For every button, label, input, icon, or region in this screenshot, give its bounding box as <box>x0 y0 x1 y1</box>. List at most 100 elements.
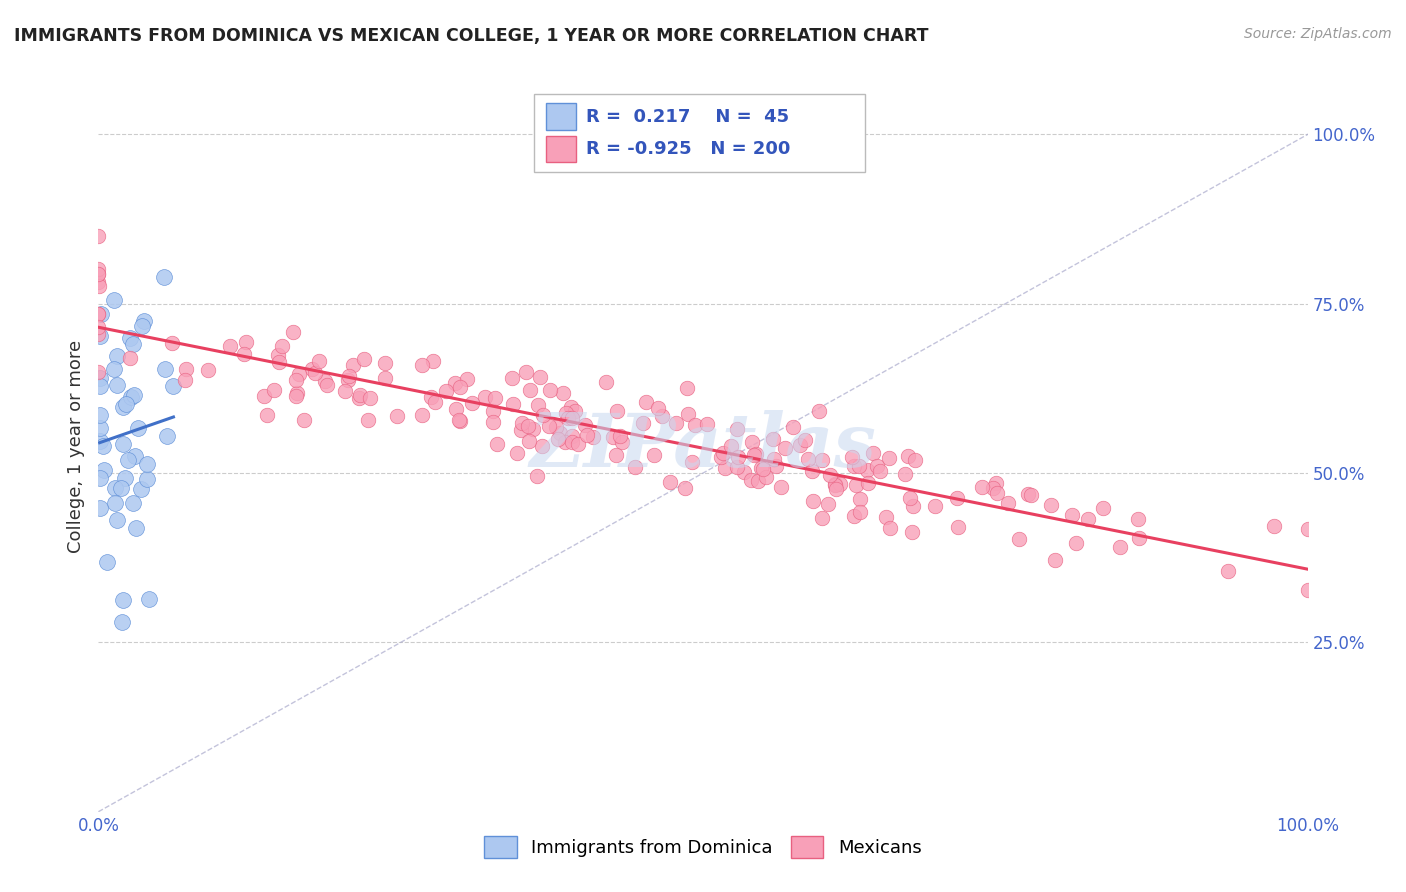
Point <box>337 369 360 384</box>
Point <box>162 336 184 351</box>
Point <box>93 463 115 477</box>
Point <box>122 496 145 510</box>
Point <box>269 355 291 369</box>
Point <box>789 438 811 452</box>
Point <box>411 358 433 372</box>
Point <box>547 432 569 446</box>
Point <box>117 453 139 467</box>
Point <box>129 482 152 496</box>
Point <box>946 520 969 534</box>
Legend: Immigrants from Dominica, Mexicans: Immigrants from Dominica, Mexicans <box>477 829 929 865</box>
Point <box>755 470 778 484</box>
Y-axis label: College, 1 year or more: College, 1 year or more <box>66 340 84 552</box>
Point <box>647 401 669 416</box>
Point <box>449 414 471 428</box>
Point <box>124 449 146 463</box>
Point <box>105 378 128 392</box>
Point <box>353 352 375 367</box>
Point <box>104 496 127 510</box>
Point <box>263 383 285 397</box>
Point <box>554 434 576 449</box>
Point <box>904 453 927 467</box>
Point <box>972 479 994 493</box>
Point <box>122 388 145 402</box>
Point <box>900 525 922 540</box>
Point <box>444 401 467 416</box>
Point <box>510 423 533 437</box>
Point <box>91 439 114 453</box>
Point <box>1062 508 1084 522</box>
Point <box>856 475 879 490</box>
Point <box>612 434 634 449</box>
Point <box>136 472 159 486</box>
Point <box>576 428 599 442</box>
Point <box>271 339 294 353</box>
Point <box>676 407 699 421</box>
Point <box>710 450 733 464</box>
Point <box>564 403 586 417</box>
Point <box>316 378 339 392</box>
Point <box>713 446 735 460</box>
Point <box>530 439 553 453</box>
Point <box>544 420 567 434</box>
Point <box>103 293 125 307</box>
Point <box>844 458 866 473</box>
Point <box>422 354 444 368</box>
Point <box>131 318 153 333</box>
Point <box>135 457 157 471</box>
Point <box>281 325 304 339</box>
Point <box>681 455 703 469</box>
Point <box>606 404 628 418</box>
Point <box>105 513 128 527</box>
Point <box>411 408 433 422</box>
Point <box>665 416 688 430</box>
Point <box>120 331 142 345</box>
Point <box>747 474 769 488</box>
Point <box>87 275 110 289</box>
Text: ZIPatlas: ZIPatlas <box>530 409 876 483</box>
Point <box>89 421 111 435</box>
Point <box>1109 540 1132 554</box>
Point <box>285 385 308 400</box>
Point <box>849 492 872 507</box>
Point <box>301 361 323 376</box>
Point <box>517 419 540 434</box>
Point <box>984 476 1007 491</box>
Point <box>793 434 815 448</box>
Point <box>519 383 541 397</box>
Point <box>120 390 142 404</box>
Point <box>773 441 796 455</box>
Point <box>357 413 380 427</box>
Point <box>89 329 111 343</box>
Point <box>803 494 825 508</box>
Point <box>824 478 846 492</box>
Point <box>120 351 142 366</box>
Point <box>725 459 748 474</box>
Point <box>1039 498 1062 512</box>
Point <box>138 592 160 607</box>
Point <box>903 499 925 513</box>
Point <box>725 422 748 436</box>
Point <box>197 363 219 377</box>
Point <box>581 430 603 444</box>
Point <box>174 373 197 387</box>
Point <box>308 354 330 368</box>
Point <box>1064 536 1087 550</box>
Point <box>810 452 832 467</box>
Point <box>96 555 118 569</box>
Point <box>897 450 920 464</box>
Point <box>849 505 872 519</box>
Point <box>1296 583 1319 598</box>
Point <box>685 418 707 433</box>
Point <box>869 464 891 478</box>
Point <box>602 429 624 443</box>
Point <box>1045 553 1067 567</box>
Point <box>456 372 478 386</box>
Point <box>797 452 820 467</box>
Point <box>481 416 503 430</box>
Point <box>567 437 589 451</box>
Point <box>1077 512 1099 526</box>
Point <box>482 404 505 418</box>
Point <box>359 392 381 406</box>
Point <box>527 399 550 413</box>
